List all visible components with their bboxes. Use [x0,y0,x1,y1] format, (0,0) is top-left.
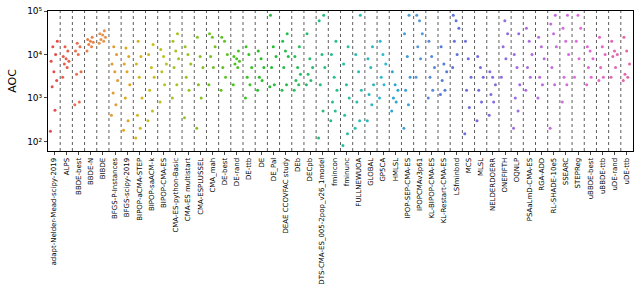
svg-text:DECpb: DECpb [306,157,314,181]
svg-text:MLSL: MLSL [477,158,485,176]
svg-text:BIPOP-CMA-ES: BIPOP-CMA-ES [160,157,168,208]
svg-text:BFGS-P-Instances: BFGS-P-Instances [111,157,119,219]
svg-text:DE_Pal: DE_Pal [270,158,278,182]
svg-text:BIPOP-saACM-k: BIPOP-saACM-k [148,157,156,211]
svg-text:CMA-ESPLUSSEL: CMA-ESPLUSSEL [197,158,205,215]
svg-text:uBBDE-ttb: uBBDE-ttb [599,157,607,194]
svg-text:fminunc: fminunc [343,158,351,187]
svg-text:10³: 10³ [27,93,42,103]
svg-text:IPOPCMAv3p61: IPOPCMAv3p61 [416,158,424,211]
svg-text:MCS: MCS [465,157,473,173]
svg-text:ALPS: ALPS [63,157,71,175]
svg-text:KL-BIPOP-CMA-ES: KL-BIPOP-CMA-ES [428,157,436,218]
svg-text:DTS-CMA-ES_005-2pop_v26_1model: DTS-CMA-ES_005-2pop_v26_1model [318,158,326,285]
svg-text:adapt-Nelder-Mead-scipy-2019: adapt-Nelder-Mead-scipy-2019 [50,158,58,266]
svg-text:10⁴: 10⁴ [27,50,42,60]
svg-text:CMA-ES multistart: CMA-ES multistart [184,158,192,222]
svg-text:AOC: AOC [6,69,19,93]
svg-text:DE-ttb: DE-ttb [245,157,253,180]
svg-text:BIPOP-aCMA-STEP: BIPOP-aCMA-STEP [136,158,144,221]
svg-text:STEPReg: STEPReg [574,158,582,189]
svg-text:HMLSL: HMLSL [392,158,400,182]
svg-text:RL-SHADE-10e5: RL-SHADE-10e5 [550,158,558,214]
svg-text:GP5CA: GP5CA [379,158,387,182]
svg-text:LSfminbnd: LSfminbnd [453,158,461,195]
svg-text:PSAaLmD-CMA-ES: PSAaLmD-CMA-ES [526,157,534,221]
svg-text:DE-best: DE-best [221,158,229,186]
svg-text:uDE-rand: uDE-rand [611,158,619,191]
svg-text:KL-Restart-CMA-ES: KL-Restart-CMA-ES [440,157,448,223]
svg-text:DEb: DEb [294,157,302,172]
svg-text:10²: 10² [27,137,42,147]
svg-text:CMA_mah: CMA_mah [209,158,217,193]
svg-text:uBBDE-best: uBBDE-best [587,158,595,200]
svg-text:BIBDE: BIBDE [99,158,107,179]
svg-text:CMA-ES-python-Basic: CMA-ES-python-Basic [172,158,180,233]
svg-text:BBDE-best: BBDE-best [75,158,83,195]
svg-text:OQNLP: OQNLP [513,158,521,182]
svg-text:BFGS-scipy-2019: BFGS-scipy-2019 [123,158,131,217]
svg-text:uDE-ttb: uDE-ttb [623,157,631,184]
svg-text:SSEARC: SSEARC [562,158,570,186]
svg-text:fmincon: fmincon [331,158,339,186]
svg-text:NELDERDOERR: NELDERDOERR [489,158,497,211]
svg-text:RGA-ADD: RGA-ADD [538,158,546,191]
svg-text:DE: DE [258,158,266,168]
svg-text:10⁵: 10⁵ [27,6,42,16]
svg-text:FULLNEWUOA: FULLNEWUOA [355,158,363,207]
svg-text:DEAE CCOVFAC study: DEAE CCOVFAC study [282,158,290,234]
svg-text:ONEFIFTH: ONEFIFTH [501,158,509,193]
svg-text:IPOP-SEP-CMA-ES: IPOP-SEP-CMA-ES [404,157,412,218]
svg-text:GLOBAL: GLOBAL [367,158,375,186]
svg-text:DE-rand: DE-rand [233,158,241,186]
svg-text:BBDE-N: BBDE-N [87,158,95,185]
